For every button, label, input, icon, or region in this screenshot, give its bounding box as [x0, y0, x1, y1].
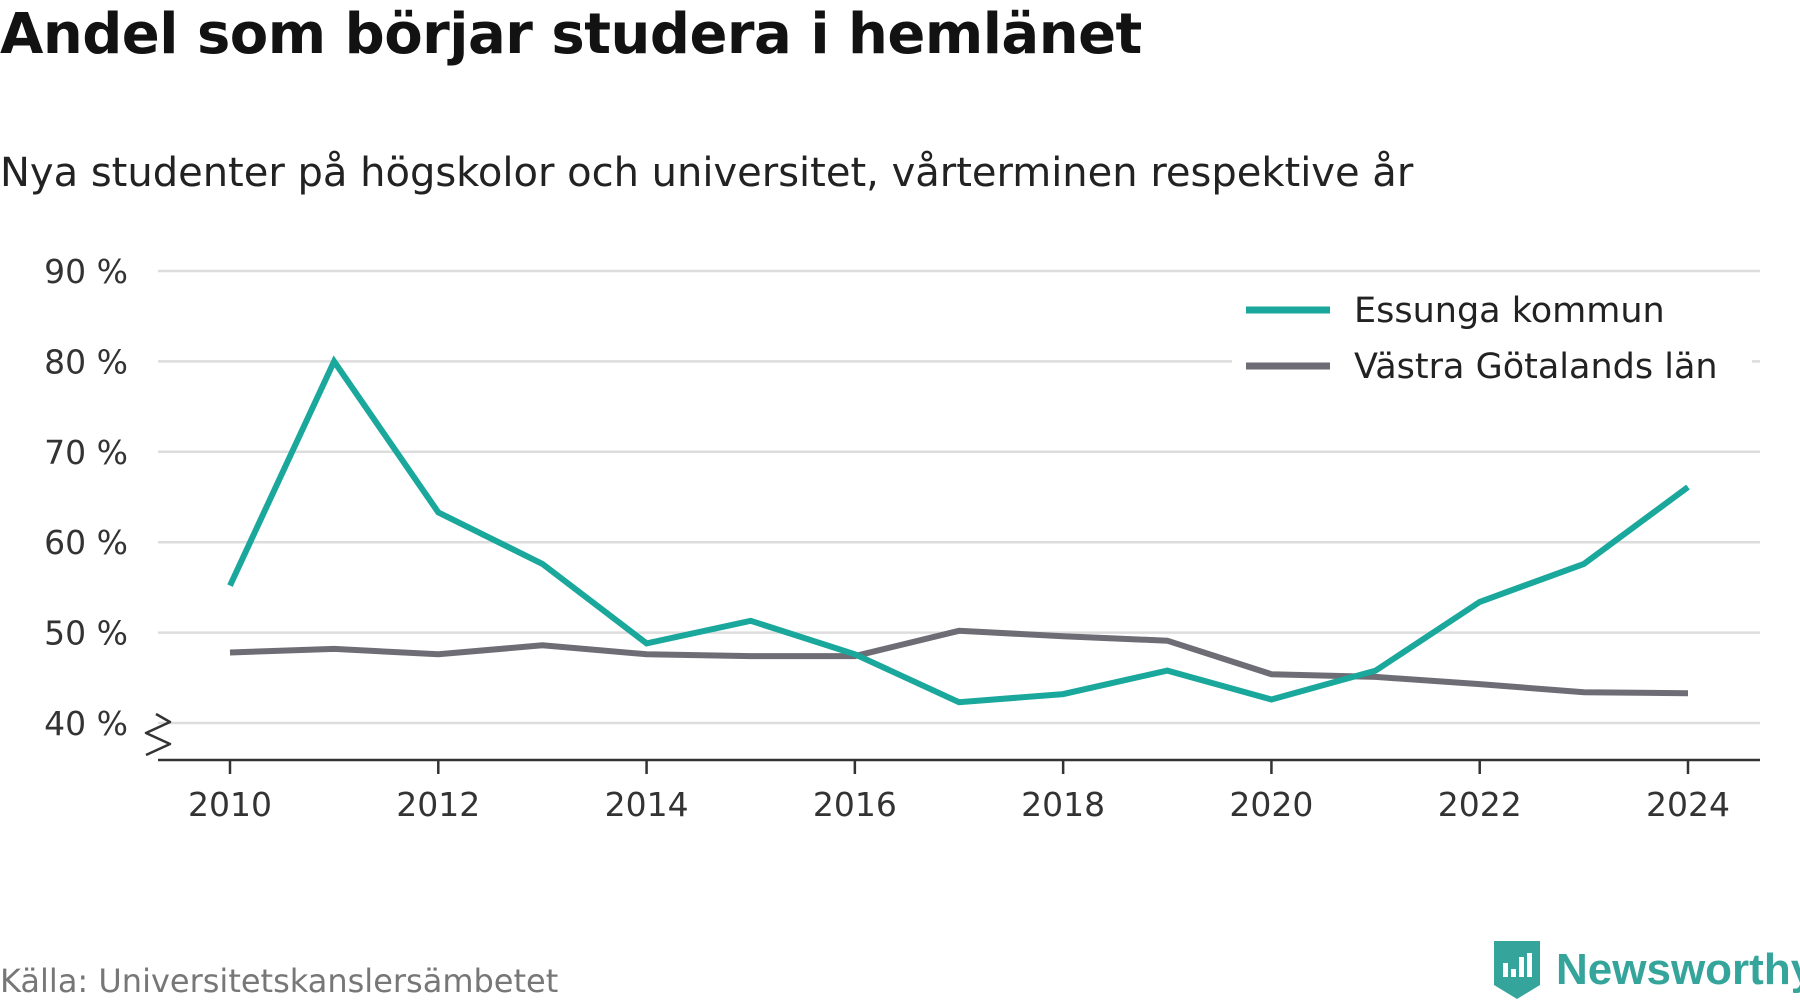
legend-label: Essunga kommun: [1354, 291, 1665, 331]
y-tick-label: 50 %: [44, 614, 128, 653]
y-tick-label: 60 %: [44, 523, 128, 562]
gridlines: [158, 269, 1760, 725]
source-note: Källa: Universitetskanslersämbetet: [0, 962, 559, 1000]
x-tick-label: 2024: [1646, 785, 1730, 824]
axis-break-marker: [144, 712, 172, 757]
y-tick-label: 70 %: [44, 433, 128, 472]
brand-name: Newsworthy: [1556, 945, 1800, 994]
legend: Essunga kommun Västra Götalands län: [1232, 278, 1752, 390]
newsworthy-logo-icon: [1494, 941, 1540, 999]
y-axis-ticks: 40 % 50 % 60 % 70 % 80 % 90 %: [44, 252, 172, 757]
x-tick-label: 2016: [813, 785, 897, 824]
newsworthy-brand: Newsworthy: [1492, 938, 1800, 1002]
y-tick-label: 90 %: [44, 252, 128, 291]
x-axis: 2010 2012 2014 2016 2018 2020 2022 2024: [158, 758, 1760, 824]
chart-subtitle: Nya studenter på högskolor och universit…: [0, 150, 1414, 196]
x-tick-label: 2014: [605, 785, 689, 824]
legend-background: [1232, 278, 1752, 390]
chart-title: Andel som börjar studera i hemlänet: [0, 2, 1142, 67]
x-tick-label: 2010: [188, 785, 272, 824]
legend-label: Västra Götalands län: [1354, 347, 1718, 387]
series-line-vastra-gotaland: [229, 627, 1689, 697]
y-tick-label: 40 %: [44, 704, 128, 743]
x-tick-label: 2022: [1438, 785, 1522, 824]
series-lines: [227, 355, 1690, 706]
x-tick-label: 2020: [1229, 785, 1313, 824]
x-tick-label: 2018: [1021, 785, 1105, 824]
y-tick-label: 80 %: [44, 342, 128, 381]
series-line-essunga: [227, 355, 1690, 706]
x-tick-label: 2012: [396, 785, 480, 824]
